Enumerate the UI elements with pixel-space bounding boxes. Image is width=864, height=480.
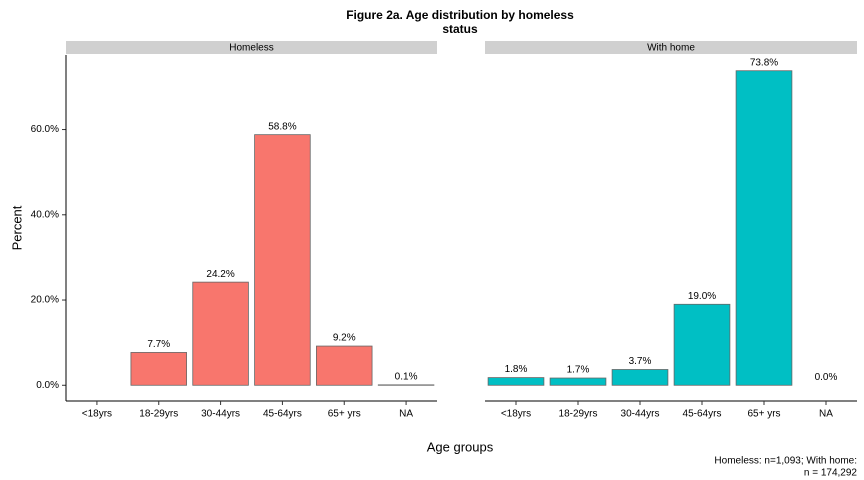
data-label: 7.7% xyxy=(147,339,170,350)
data-label: 0.0% xyxy=(815,372,838,383)
y-axis-title: Percent xyxy=(9,205,24,250)
chart-title: Figure 2a. Age distribution by homeless xyxy=(346,8,574,22)
x-tick-label: 45-64yrs xyxy=(683,409,722,420)
x-tick-label: 65+ yrs xyxy=(328,409,361,420)
caption: Homeless: n=1,093; With home: xyxy=(714,456,857,467)
facet-label: With home xyxy=(647,43,695,54)
data-label: 0.1% xyxy=(395,371,418,382)
data-label: 1.7% xyxy=(567,365,590,376)
bar xyxy=(316,345,373,386)
x-axis-title: Age groups xyxy=(427,439,494,454)
data-label: 1.8% xyxy=(505,364,528,375)
bar xyxy=(735,70,793,386)
data-label: 24.2% xyxy=(206,269,234,280)
x-tick-label: 30-44yrs xyxy=(201,409,240,420)
y-tick-label: 20.0% xyxy=(31,295,59,306)
bar xyxy=(192,281,249,386)
y-tick-label: 60.0% xyxy=(31,124,59,135)
x-tick-label: <18yrs xyxy=(501,409,531,420)
x-tick-label: NA xyxy=(399,409,413,420)
facet-strip xyxy=(66,41,437,54)
data-label: 3.7% xyxy=(629,356,652,367)
x-tick-label: 18-29yrs xyxy=(139,409,178,420)
x-tick-label: 65+ yrs xyxy=(747,409,780,420)
facet-label: Homeless xyxy=(229,43,273,54)
chart-title: status xyxy=(442,22,478,36)
y-tick-label: 0.0% xyxy=(36,380,59,391)
y-tick-label: 40.0% xyxy=(31,209,59,220)
bar xyxy=(549,377,607,386)
bar xyxy=(254,134,311,386)
facet-strip xyxy=(485,41,857,54)
x-tick-label: NA xyxy=(819,409,833,420)
x-tick-label: <18yrs xyxy=(82,409,112,420)
x-tick-label: 30-44yrs xyxy=(621,409,660,420)
x-tick-label: 45-64yrs xyxy=(263,409,302,420)
bar xyxy=(130,352,187,386)
data-label: 58.8% xyxy=(268,121,296,132)
bar xyxy=(673,303,731,386)
x-tick-label: 18-29yrs xyxy=(559,409,598,420)
data-label: 73.8% xyxy=(750,57,778,68)
data-label: 9.2% xyxy=(333,333,356,344)
bar xyxy=(611,369,669,386)
bar xyxy=(487,377,545,386)
caption: n = 174,292 xyxy=(804,468,858,479)
data-label: 19.0% xyxy=(688,291,716,302)
